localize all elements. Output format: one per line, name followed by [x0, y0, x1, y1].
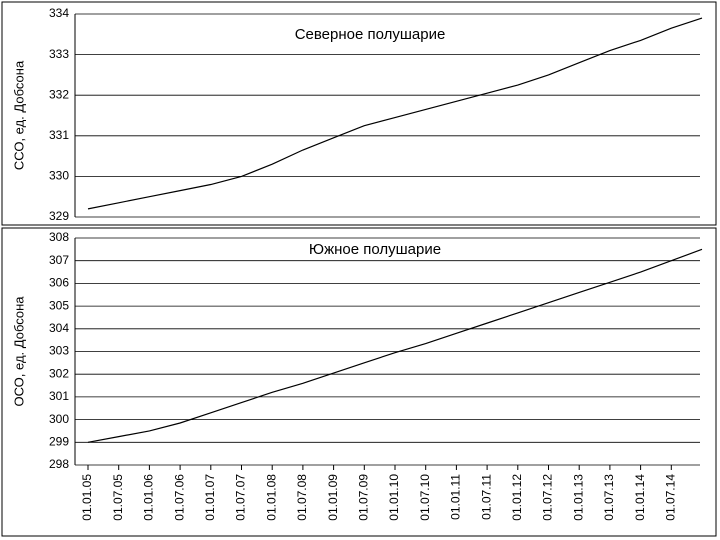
y-tick-label: 302 [49, 366, 69, 380]
x-tick-label: 01.01.06 [142, 474, 156, 521]
y-tick-label: 331 [49, 128, 69, 142]
y-tick-label: 304 [49, 321, 69, 335]
y-tick-label: 332 [49, 87, 69, 101]
x-tick-label: 01.01.05 [80, 474, 94, 521]
x-tick-label: 01.01.13 [571, 474, 585, 521]
x-tick-label: 01.07.13 [602, 474, 616, 521]
x-tick-label: 01.07.06 [172, 474, 186, 521]
chart-title: Северное полушарие [295, 26, 446, 43]
panel-frame [1, 227, 717, 537]
x-tick-label: 01.07.05 [111, 474, 125, 521]
y-tick-label: 330 [49, 169, 69, 183]
chart-title: Южное полушарие [309, 241, 441, 258]
x-tick-label: 01.07.07 [234, 474, 248, 521]
x-tick-label: 01.07.14 [663, 474, 677, 521]
x-tick-label: 01.01.10 [387, 474, 401, 521]
x-tick-label: 01.07.10 [418, 474, 432, 521]
x-tick-label: 01.07.09 [356, 474, 370, 521]
y-tick-label: 306 [49, 276, 69, 290]
x-tick-label: 01.01.07 [203, 474, 217, 521]
x-tick-label: 01.07.08 [295, 474, 309, 521]
x-tick-label: 01.01.12 [510, 474, 524, 521]
y-tick-label: 301 [49, 389, 69, 403]
y-tick-label: 305 [49, 298, 69, 312]
x-tick-label: 01.07.11 [479, 474, 493, 520]
y-tick-label: 298 [49, 457, 69, 471]
y-tick-label: 300 [49, 412, 69, 426]
y-axis-title: ССО, ед. Добсона [11, 60, 26, 170]
y-tick-label: 329 [49, 209, 69, 223]
y-tick-label: 334 [49, 6, 69, 20]
y-tick-label: 299 [49, 434, 69, 448]
y-tick-label: 333 [49, 47, 69, 61]
y-tick-label: 308 [49, 230, 69, 244]
x-tick-label: 01.01.14 [633, 474, 647, 521]
y-tick-label: 303 [49, 344, 69, 358]
x-tick-label: 01.07.12 [541, 474, 555, 521]
panel-frame [1, 1, 717, 226]
x-tick-label: 01.01.08 [264, 474, 278, 521]
x-tick-label: 01.01.09 [326, 474, 340, 521]
data-line [87, 248, 703, 443]
y-axis-title: ОСО, ед. Добсона [11, 296, 26, 407]
y-tick-label: 307 [49, 253, 69, 267]
x-tick-label: 01.01.11 [449, 474, 463, 520]
data-line [87, 17, 703, 210]
